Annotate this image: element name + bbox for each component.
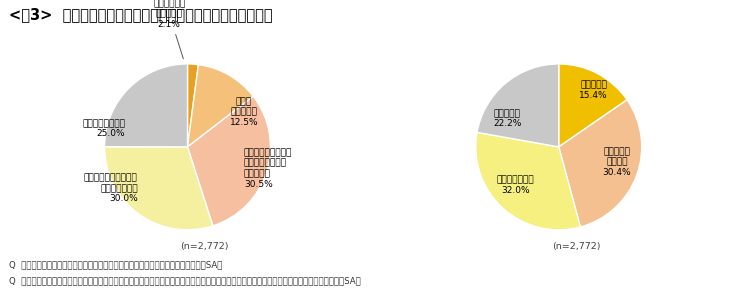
Text: (n=2,772): (n=2,772) xyxy=(552,242,600,251)
Text: (n=2,772): (n=2,772) xyxy=(181,242,229,251)
Text: 詳しい内容を
知っている
2.1%: 詳しい内容を 知っている 2.1% xyxy=(153,0,185,59)
Text: わからない
22.2%: わからない 22.2% xyxy=(494,109,521,128)
Wedge shape xyxy=(188,65,254,147)
Wedge shape xyxy=(559,100,642,227)
Text: Q  都市ガスの小売り自由化は、２０１７年４月より実施予定となります。あなたは、ガス会社を切り替えることを検討したいと思いますか。（SA）: Q 都市ガスの小売り自由化は、２０１７年４月より実施予定となります。あなたは、ガ… xyxy=(9,276,361,285)
Wedge shape xyxy=(559,64,627,147)
Text: 聞いたことがあり、
なんとなく内容を
知っている
30.5%: 聞いたことがあり、 なんとなく内容を 知っている 30.5% xyxy=(244,148,292,189)
Wedge shape xyxy=(104,64,188,147)
Text: <図3>  都市ガスの小売り自由化の認知度と切り替え検討意向: <図3> 都市ガスの小売り自由化の認知度と切り替え検討意向 xyxy=(9,7,273,22)
Wedge shape xyxy=(104,147,213,230)
Wedge shape xyxy=(188,96,271,226)
Text: Q  あなたは「都市ガスの小売り自由化」について、どの程度ご存知でしょうか。（SA）: Q あなたは「都市ガスの小売り自由化」について、どの程度ご存知でしょうか。（SA… xyxy=(9,261,222,270)
Text: 検討したい
15.4%: 検討したい 15.4% xyxy=(579,81,608,100)
Wedge shape xyxy=(188,64,199,147)
Wedge shape xyxy=(477,64,559,147)
Text: どちらとも
言えない
30.4%: どちらとも 言えない 30.4% xyxy=(602,147,631,177)
Wedge shape xyxy=(476,132,580,230)
Text: 内容を
知っている
12.5%: 内容を 知っている 12.5% xyxy=(230,97,258,127)
Text: 聞いたことがない
25.0%: 聞いたことがない 25.0% xyxy=(82,119,125,138)
Text: 検討したくない
32.0%: 検討したくない 32.0% xyxy=(496,175,535,195)
Text: 聞いたことはあるが、
内容は知らない
30.0%: 聞いたことはあるが、 内容は知らない 30.0% xyxy=(84,173,138,203)
